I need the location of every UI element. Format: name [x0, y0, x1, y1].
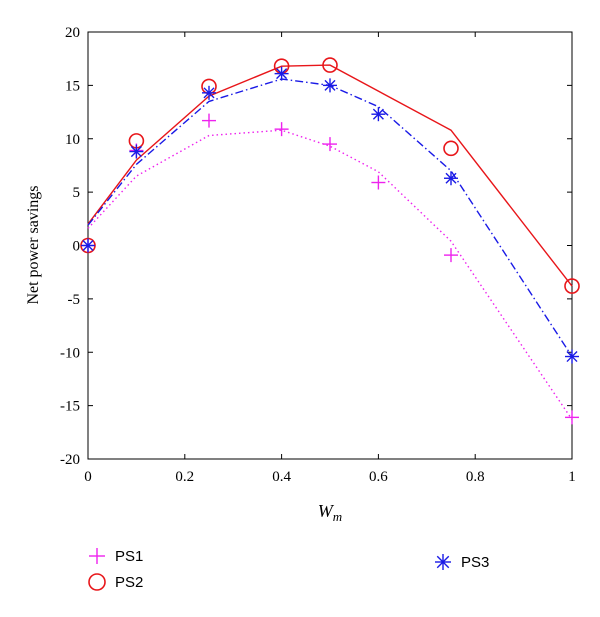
point-ps3-d2	[445, 172, 457, 184]
y-tick-label: 0	[73, 239, 81, 255]
point-ps3-d2	[82, 239, 94, 252]
point-ps3	[129, 144, 144, 159]
legend: PS1 PS2 PS3	[88, 548, 489, 591]
x-axis-label-sub: m	[333, 509, 342, 524]
point-ps2	[322, 57, 338, 73]
series-ps1	[81, 113, 579, 425]
y-tick-label: -15	[60, 399, 80, 415]
series-line-ps2	[87, 64, 573, 287]
series-ps2	[80, 57, 580, 294]
x-tick-label: 0.8	[466, 469, 485, 485]
x-tick-label: 1	[568, 469, 576, 485]
y-tick-label: -10	[60, 345, 80, 361]
legend-marker-ps3	[435, 554, 451, 570]
series-line-ps1	[87, 129, 573, 420]
point-ps3-d2	[372, 108, 384, 120]
y-tick-label: 5	[73, 185, 81, 201]
point-ps3	[323, 78, 337, 93]
legend-label-ps3: PS3	[461, 554, 489, 571]
legend-label-ps2: PS2	[115, 574, 143, 591]
point-ps3	[565, 349, 579, 364]
y-tick-label: 20	[65, 25, 80, 41]
legend-label-ps1: PS1	[115, 548, 143, 565]
point-ps3-d2	[324, 79, 336, 91]
legend-item-ps2: PS2	[88, 573, 143, 591]
point-ps3	[81, 238, 95, 253]
legend-item-ps1: PS1	[89, 548, 143, 565]
point-ps1	[371, 175, 386, 190]
point-ps1	[274, 122, 289, 137]
point-ps3-d2	[203, 87, 215, 99]
point-ps2	[564, 278, 580, 294]
point-ps3-d2	[566, 350, 578, 363]
y-tick-label: 15	[65, 78, 80, 94]
series-layer	[80, 57, 580, 425]
y-tick-label: -20	[60, 452, 80, 468]
point-ps3	[444, 171, 458, 186]
point-ps1	[202, 113, 216, 128]
x-axis-label-main: W	[318, 501, 335, 521]
point-ps3	[371, 107, 386, 122]
point-ps3	[202, 85, 216, 100]
y-tick-label: 10	[65, 132, 80, 148]
y-axis-label: Net power savings	[25, 185, 42, 304]
point-ps3	[274, 66, 289, 81]
x-axis-label: Wm	[318, 501, 342, 524]
legend-marker-ps3-d2	[436, 555, 450, 569]
axes: 0 0.2 0.4 0.6 0.8 1 -20 -15 -10 -5 0 5 10 15 20	[60, 25, 576, 485]
point-ps3-d2	[130, 146, 142, 158]
series-ps3	[81, 66, 579, 364]
legend-marker-ps2	[88, 573, 106, 591]
series-line-ps3	[87, 78, 573, 357]
legend-item-ps3: PS3	[435, 554, 489, 571]
x-tick-label: 0.6	[369, 469, 388, 485]
plot-frame	[87, 31, 573, 460]
x-tick-label: 0.2	[175, 469, 194, 485]
y-tick-label: -5	[68, 292, 81, 308]
legend-marker-ps1	[89, 548, 105, 564]
x-tick-label: 0.4	[272, 469, 291, 485]
x-tick-label: 0	[84, 469, 92, 485]
point-ps1	[323, 137, 337, 152]
axis-labels: Net power savings Wm	[25, 185, 342, 524]
point-ps1	[444, 248, 458, 263]
point-ps3-d2	[276, 68, 288, 80]
point-ps1	[565, 410, 579, 425]
point-ps2	[443, 140, 459, 157]
